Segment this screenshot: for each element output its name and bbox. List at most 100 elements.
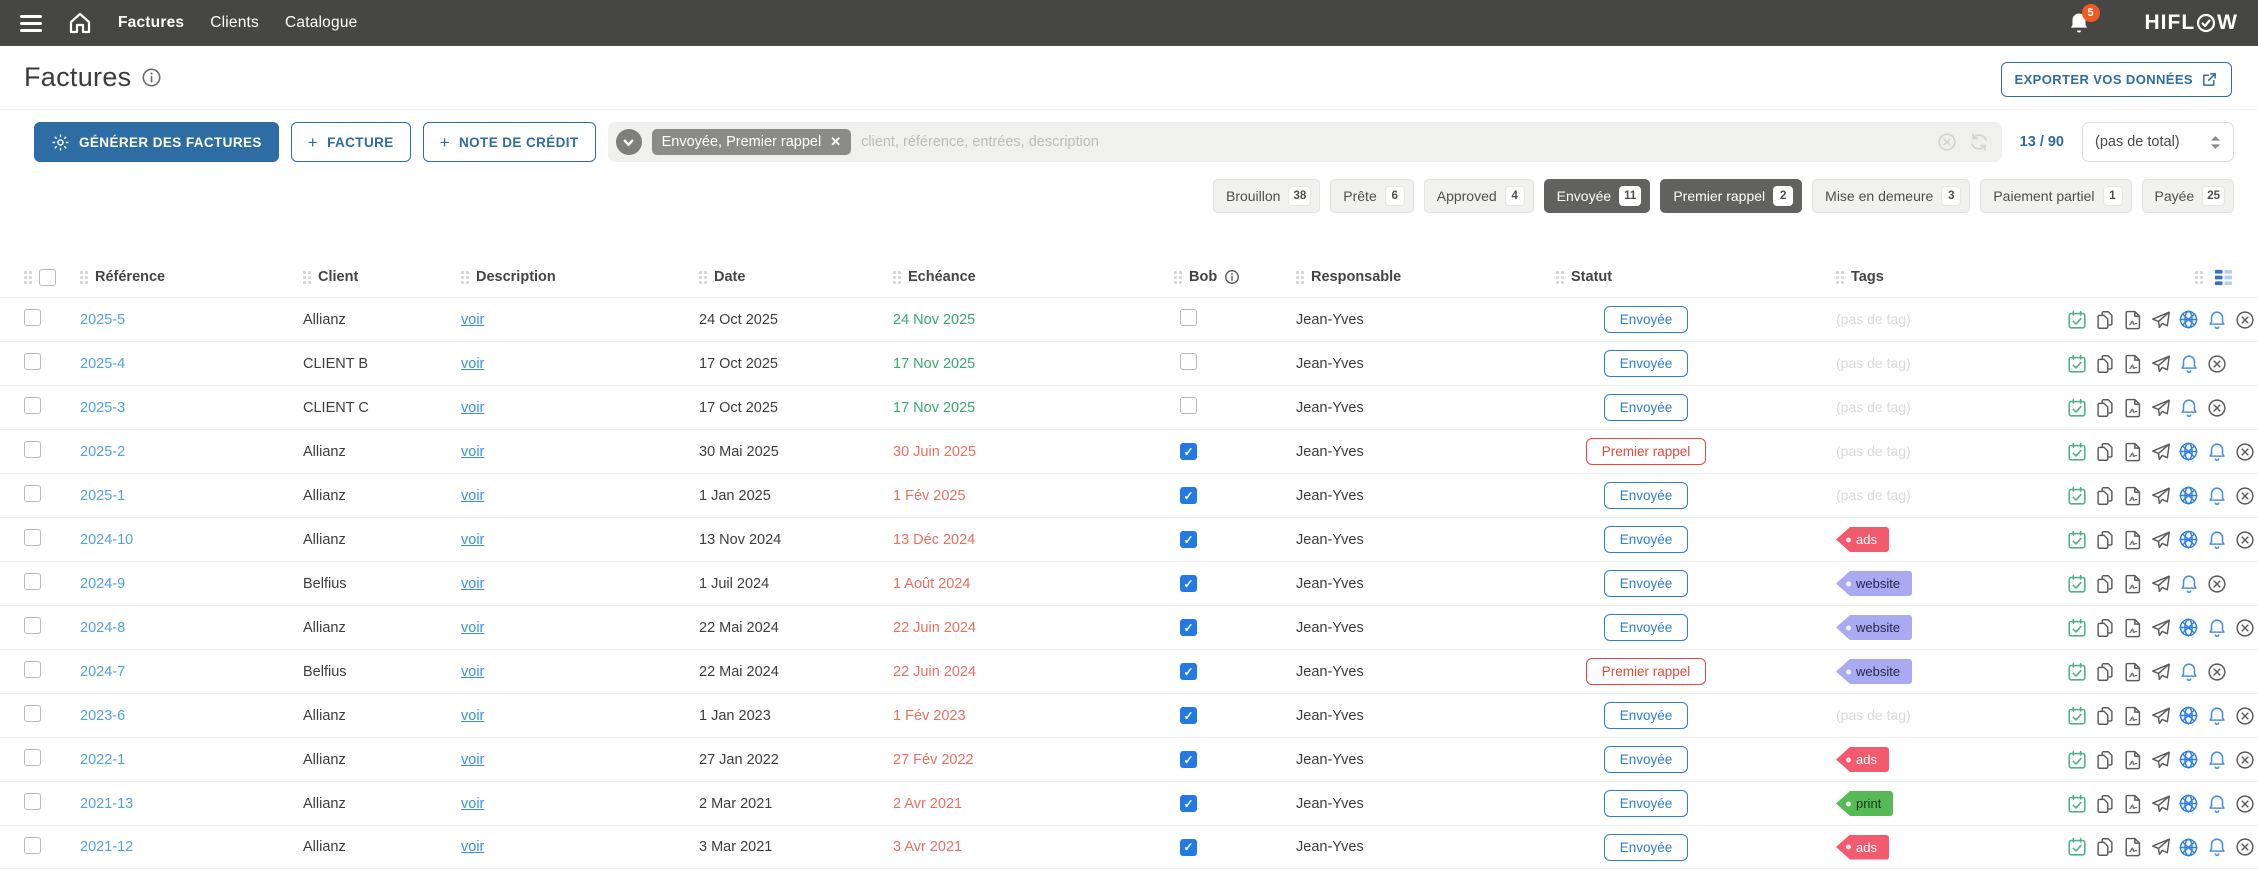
description-voir-link[interactable]: voir bbox=[461, 795, 485, 812]
drag-handle-icon[interactable] bbox=[1174, 270, 1182, 284]
pdf-file-icon[interactable] bbox=[2121, 704, 2144, 727]
row-select-checkbox[interactable] bbox=[24, 836, 41, 854]
pdf-file-icon[interactable] bbox=[2121, 308, 2144, 331]
pdf-file-icon[interactable] bbox=[2121, 484, 2144, 507]
send-paper-plane-icon[interactable] bbox=[2149, 308, 2172, 331]
send-paper-plane-icon[interactable] bbox=[2149, 396, 2172, 419]
drag-handle-icon[interactable] bbox=[80, 270, 88, 284]
bob-checkbox[interactable] bbox=[1180, 443, 1197, 460]
send-paper-plane-icon[interactable] bbox=[2149, 660, 2172, 683]
cancel-circle-icon[interactable] bbox=[2233, 836, 2256, 859]
home-icon[interactable] bbox=[68, 11, 92, 35]
pdf-file-icon[interactable] bbox=[2121, 572, 2144, 595]
reminder-bell-icon[interactable] bbox=[2205, 616, 2228, 639]
info-icon[interactable] bbox=[141, 67, 162, 88]
row-select-checkbox[interactable] bbox=[24, 661, 41, 678]
cancel-circle-icon[interactable] bbox=[2205, 396, 2228, 419]
invoice-reference-link[interactable]: 2024-7 bbox=[80, 663, 126, 680]
clear-search-icon[interactable] bbox=[1936, 131, 1958, 153]
schedule-calendar-icon[interactable] bbox=[2065, 308, 2088, 331]
reminder-bell-icon[interactable] bbox=[2205, 748, 2228, 771]
row-select-checkbox[interactable] bbox=[24, 485, 41, 502]
tag-badge[interactable]: print bbox=[1836, 791, 1894, 816]
duplicate-icon[interactable] bbox=[2093, 836, 2116, 859]
cancel-circle-icon[interactable] bbox=[2233, 616, 2256, 639]
nav-item-catalogue[interactable]: Catalogue bbox=[285, 14, 358, 31]
status-badge[interactable]: Envoyée bbox=[1603, 306, 1689, 333]
col-client[interactable]: Client bbox=[318, 269, 359, 285]
peppol-network-icon[interactable] bbox=[2177, 308, 2200, 331]
description-voir-link[interactable]: voir bbox=[461, 531, 485, 548]
schedule-calendar-icon[interactable] bbox=[2065, 660, 2088, 683]
row-select-checkbox[interactable] bbox=[24, 617, 41, 634]
tag-badge[interactable]: website bbox=[1836, 659, 1913, 684]
tag-badge[interactable]: website bbox=[1836, 615, 1913, 640]
reminder-bell-icon[interactable] bbox=[2177, 572, 2200, 595]
filter-envoyee[interactable]: Envoyée 11 bbox=[1543, 179, 1651, 213]
bob-checkbox[interactable] bbox=[1180, 838, 1197, 856]
row-select-checkbox[interactable] bbox=[24, 793, 41, 810]
pdf-file-icon[interactable] bbox=[2121, 396, 2144, 419]
send-paper-plane-icon[interactable] bbox=[2149, 352, 2172, 375]
description-voir-link[interactable]: voir bbox=[461, 575, 485, 592]
bob-checkbox[interactable] bbox=[1180, 353, 1197, 370]
invoice-reference-link[interactable]: 2021-13 bbox=[80, 795, 134, 812]
status-badge[interactable]: Envoyée bbox=[1603, 833, 1689, 861]
cancel-circle-icon[interactable] bbox=[2233, 528, 2256, 551]
send-paper-plane-icon[interactable] bbox=[2149, 484, 2172, 507]
description-voir-link[interactable]: voir bbox=[461, 399, 485, 416]
bob-checkbox[interactable] bbox=[1180, 575, 1197, 592]
pdf-file-icon[interactable] bbox=[2121, 616, 2144, 639]
invoice-reference-link[interactable]: 2021-12 bbox=[80, 839, 134, 855]
schedule-calendar-icon[interactable] bbox=[2065, 352, 2088, 375]
row-select-checkbox[interactable] bbox=[24, 441, 41, 458]
send-paper-plane-icon[interactable] bbox=[2149, 836, 2172, 859]
bob-checkbox[interactable] bbox=[1180, 619, 1197, 636]
status-badge[interactable]: Envoyée bbox=[1603, 614, 1689, 641]
peppol-network-icon[interactable] bbox=[2177, 484, 2200, 507]
active-filter-chip[interactable]: Envoyée, Premier rappel ✕ bbox=[651, 129, 852, 155]
tag-badge[interactable]: ads bbox=[1836, 834, 1889, 860]
cancel-circle-icon[interactable] bbox=[2205, 352, 2228, 375]
status-badge[interactable]: Envoyée bbox=[1603, 526, 1689, 553]
duplicate-icon[interactable] bbox=[2093, 528, 2116, 551]
invoice-reference-link[interactable]: 2023-6 bbox=[80, 707, 126, 724]
description-voir-link[interactable]: voir bbox=[461, 487, 485, 504]
invoice-reference-link[interactable]: 2025-4 bbox=[80, 355, 126, 372]
duplicate-icon[interactable] bbox=[2093, 484, 2116, 507]
row-select-checkbox[interactable] bbox=[24, 573, 41, 590]
status-badge[interactable]: Envoyée bbox=[1603, 350, 1689, 377]
filter-mise-en-demeure[interactable]: Mise en demeure 3 bbox=[1812, 179, 1971, 213]
status-badge[interactable]: Premier rappel bbox=[1585, 658, 1707, 685]
description-voir-link[interactable]: voir bbox=[461, 619, 485, 636]
row-select-checkbox[interactable] bbox=[24, 309, 41, 326]
bob-checkbox[interactable] bbox=[1180, 795, 1197, 812]
filter-premier-rappel[interactable]: Premier rappel 2 bbox=[1660, 179, 1803, 213]
drag-handle-icon[interactable] bbox=[1556, 270, 1564, 284]
duplicate-icon[interactable] bbox=[2093, 704, 2116, 727]
total-select[interactable]: (pas de total) bbox=[2082, 122, 2234, 162]
description-voir-link[interactable]: voir bbox=[461, 839, 485, 855]
description-voir-link[interactable]: voir bbox=[461, 707, 485, 724]
reminder-bell-icon[interactable] bbox=[2205, 836, 2228, 859]
send-paper-plane-icon[interactable] bbox=[2149, 748, 2172, 771]
invoice-reference-link[interactable]: 2025-1 bbox=[80, 487, 126, 504]
duplicate-icon[interactable] bbox=[2093, 352, 2116, 375]
col-date[interactable]: Date bbox=[714, 269, 746, 285]
nav-item-clients[interactable]: Clients bbox=[210, 14, 259, 31]
cancel-circle-icon[interactable] bbox=[2233, 748, 2256, 771]
schedule-calendar-icon[interactable] bbox=[2065, 396, 2088, 419]
schedule-calendar-icon[interactable] bbox=[2065, 528, 2088, 551]
duplicate-icon[interactable] bbox=[2093, 440, 2116, 463]
search-input[interactable] bbox=[861, 134, 1926, 150]
pdf-file-icon[interactable] bbox=[2121, 440, 2144, 463]
col-reference[interactable]: Référence bbox=[95, 269, 166, 285]
pdf-file-icon[interactable] bbox=[2121, 660, 2144, 683]
col-tags[interactable]: Tags bbox=[1851, 269, 1884, 285]
invoice-reference-link[interactable]: 2025-5 bbox=[80, 311, 126, 328]
pdf-file-icon[interactable] bbox=[2121, 528, 2144, 551]
bob-checkbox[interactable] bbox=[1180, 531, 1197, 548]
cancel-circle-icon[interactable] bbox=[2233, 308, 2256, 331]
col-statut[interactable]: Statut bbox=[1571, 269, 1613, 285]
tag-badge[interactable]: ads bbox=[1836, 527, 1889, 552]
